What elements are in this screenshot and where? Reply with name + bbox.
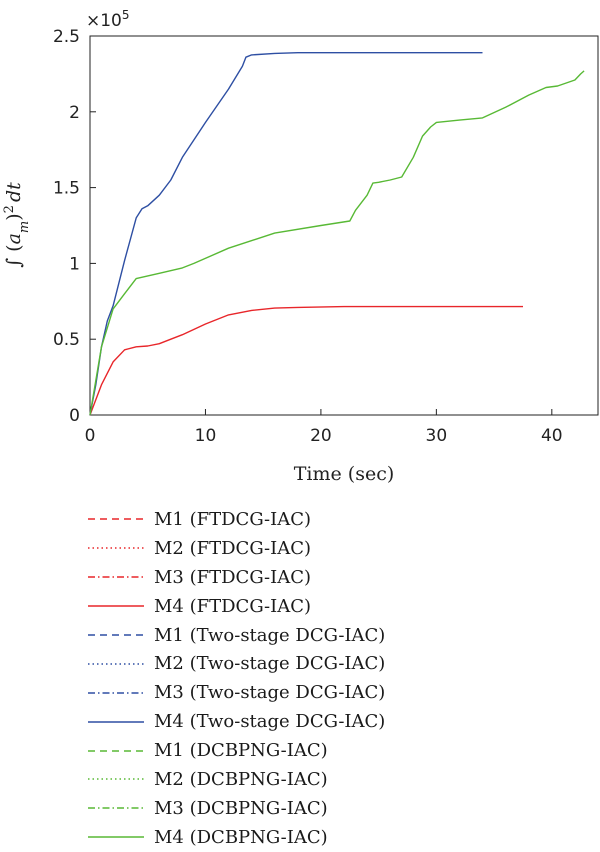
x-axis-title: Time (sec)	[294, 463, 395, 485]
legend-swatch	[88, 778, 144, 781]
x-tick-label: 30	[426, 426, 448, 446]
plot-area-frame	[89, 35, 599, 416]
series-line-12	[89, 70, 585, 416]
legend-label: M3 (DCBPNG-IAC)	[154, 797, 328, 819]
legend-swatch	[88, 518, 144, 521]
x-tick-label: 0	[85, 426, 96, 446]
series-line-4	[89, 305, 523, 416]
legend-item: M2 (Two-stage DCG-IAC)	[86, 649, 385, 678]
legend-item: M1 (DCBPNG-IAC)	[86, 736, 385, 765]
y-tick-label: 0	[69, 406, 80, 426]
legend-label: M1 (Two-stage DCG-IAC)	[154, 624, 386, 646]
legend-swatch	[88, 692, 144, 694]
legend-item: M3 (FTDCG-IAC)	[86, 563, 385, 592]
legend-item: M1 (FTDCG-IAC)	[86, 505, 385, 534]
legend-label: M4 (DCBPNG-IAC)	[154, 826, 328, 848]
y-tick-label: 1.5	[53, 179, 80, 199]
legend-item: M2 (FTDCG-IAC)	[86, 534, 385, 563]
legend-swatch	[88, 547, 144, 550]
y-multiplier-label: ×105	[86, 8, 130, 31]
legend-label: M4 (FTDCG-IAC)	[154, 595, 312, 617]
legend-label: M4 (Two-stage DCG-IAC)	[154, 711, 386, 733]
x-tick-label: 40	[541, 426, 563, 446]
legend-item: M3 (DCBPNG-IAC)	[86, 794, 385, 823]
x-tick-label: 20	[310, 426, 332, 446]
legend-label: M2 (Two-stage DCG-IAC)	[154, 653, 386, 675]
legend-swatch	[88, 807, 144, 810]
legend-swatch	[88, 720, 144, 723]
y-tick-label: 2.5	[53, 27, 80, 47]
legend-label: M3 (FTDCG-IAC)	[154, 566, 312, 588]
legend-label: M1 (FTDCG-IAC)	[154, 508, 312, 530]
legend-swatch	[88, 634, 144, 636]
legend-label: M2 (DCBPNG-IAC)	[154, 768, 328, 790]
legend-swatch	[88, 836, 144, 838]
legend-item: M4 (DCBPNG-IAC)	[86, 823, 385, 852]
legend-swatch	[88, 663, 144, 665]
line-chart: 0 10 20 30 40 0 0.5 1 1.5 2 2.5 ×105 Time (sec) ∫ …	[2, 8, 599, 485]
legend-item: M4 (Two-stage DCG-IAC)	[86, 707, 385, 736]
y-axis-title: ∫ (am)2dt	[2, 182, 32, 268]
y-tick-label: 1	[69, 254, 80, 274]
legend-item: M4 (FTDCG-IAC)	[86, 592, 385, 621]
series-line-8	[89, 52, 483, 416]
legend-swatch	[88, 576, 144, 578]
legend-swatch	[88, 605, 144, 607]
legend-item: M2 (DCBPNG-IAC)	[86, 765, 385, 794]
x-tick-label: 10	[195, 426, 217, 446]
y-tick-label: 2	[69, 103, 80, 123]
legend-item: M3 (Two-stage DCG-IAC)	[86, 678, 385, 707]
legend-label: M1 (DCBPNG-IAC)	[154, 740, 328, 762]
legend-item: M1 (Two-stage DCG-IAC)	[86, 621, 385, 650]
legend-label: M2 (FTDCG-IAC)	[154, 537, 312, 559]
legend-label: M3 (Two-stage DCG-IAC)	[154, 682, 386, 704]
y-tick-label: 0.5	[53, 330, 80, 350]
legend: M1 (FTDCG-IAC) M2 (FTDCG-IAC) M3 (FTDCG-IA…	[86, 505, 385, 852]
legend-swatch	[88, 749, 144, 752]
